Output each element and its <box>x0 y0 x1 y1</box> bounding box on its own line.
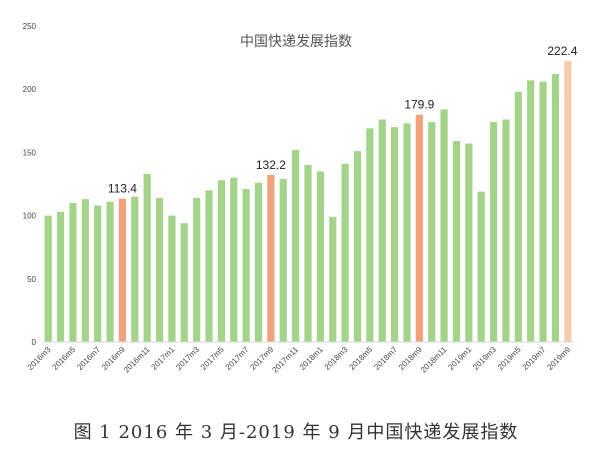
x-tick-label: 2016m7 <box>75 345 102 372</box>
x-tick-label: 2019m9 <box>545 345 572 372</box>
bar-2019m1 <box>465 143 473 342</box>
bar-2016m5 <box>69 202 77 342</box>
bar-2019m2 <box>477 191 485 342</box>
x-tick-label: 2018m11 <box>419 345 449 375</box>
bar-2018m3 <box>341 163 349 342</box>
x-tick-label: 2017m7 <box>224 345 251 372</box>
bar-2019m7 <box>539 81 547 342</box>
x-tick-label: 2016m3 <box>26 345 53 372</box>
bar-2017m6 <box>230 177 238 342</box>
chart-title: 中国快递发展指数 <box>240 34 352 50</box>
bar-2018m11 <box>440 109 448 342</box>
y-tick-label: 250 <box>23 22 37 31</box>
y-axis: 0 50 100 150 200 250 <box>23 22 37 347</box>
x-tick-label: 2017m11 <box>271 345 301 375</box>
y-tick-label: 200 <box>23 85 37 94</box>
bar-2016m10 <box>131 196 139 342</box>
x-tick-label: 2018m5 <box>347 345 374 372</box>
bar-2018m10 <box>428 122 436 343</box>
x-tick-label: 2017m3 <box>174 345 201 372</box>
bar-2016m3 <box>44 215 52 342</box>
data-label-2017m9: 132.2 <box>256 158 286 172</box>
bars <box>44 60 572 343</box>
bar-2017m10 <box>279 178 287 342</box>
x-tick-label: 2018m7 <box>372 345 399 372</box>
x-tick-label: 2018m1 <box>298 345 325 372</box>
bar-2019m4 <box>502 119 510 342</box>
bar-2018m5 <box>366 128 374 342</box>
x-tick-label: 2019m1 <box>446 345 473 372</box>
bar-2016m4 <box>56 211 65 342</box>
bar-2016m9 <box>118 198 127 342</box>
bar-2017m12 <box>304 165 312 342</box>
bar-2016m7 <box>94 205 102 342</box>
bar-2018m8 <box>403 123 411 342</box>
bar-2017m1 <box>168 215 176 342</box>
x-tick-label: 2018m3 <box>323 345 350 372</box>
bar-2019m3 <box>489 122 498 343</box>
y-tick-label: 150 <box>23 148 37 157</box>
x-tick-label: 2016m11 <box>122 345 152 375</box>
figure-caption: 图 1 2016 年 3 月-2019 年 9 月中国快递发展指数 <box>73 422 519 443</box>
x-tick-label: 2017m5 <box>199 345 226 372</box>
x-tick-label: 2017m1 <box>150 345 177 372</box>
data-label-2019m9: 222.4 <box>547 44 577 58</box>
bar-2018m9 <box>415 114 423 342</box>
data-label-2018m9: 179.9 <box>404 98 434 112</box>
bar-2018m4 <box>353 151 362 342</box>
bar-2017m4 <box>205 190 213 342</box>
bar-2018m1 <box>316 171 324 342</box>
bar-2017m8 <box>254 182 263 342</box>
bar-2017m2 <box>180 223 188 342</box>
bar-2019m5 <box>514 91 522 342</box>
bar-2016m6 <box>81 199 89 342</box>
y-tick-label: 50 <box>27 275 36 284</box>
y-tick-label: 100 <box>23 212 37 221</box>
bar-2019m8 <box>551 74 560 343</box>
x-tick-label: 2019m7 <box>521 345 548 372</box>
bar-2018m2 <box>329 216 337 342</box>
data-label-2016m9: 113.4 <box>108 182 137 196</box>
bar-2017m5 <box>217 180 225 342</box>
x-tick-label: 2019m3 <box>471 345 498 372</box>
x-tick-label: 2016m5 <box>51 345 78 372</box>
bar-2018m12 <box>452 141 461 342</box>
bar-2017m3 <box>193 197 201 342</box>
y-tick-label: 0 <box>32 338 37 347</box>
bar-2019m6 <box>527 80 535 343</box>
bar-2017m7 <box>242 189 250 342</box>
bar-2018m7 <box>391 127 399 343</box>
bar-2016m12 <box>155 197 164 342</box>
bar-2016m8 <box>106 201 114 342</box>
x-axis: 2016m32016m52016m72016m92016m112017m1201… <box>26 345 573 375</box>
bar-2016m11 <box>143 173 151 342</box>
x-tick-label: 2019m5 <box>496 345 523 372</box>
bar-2017m11 <box>292 149 300 342</box>
bar-2019m9 <box>564 60 572 342</box>
data-labels: 113.4 132.2 179.9 222.4 <box>108 44 578 196</box>
bar-2017m9 <box>267 174 275 342</box>
bar-2018m6 <box>378 119 386 342</box>
